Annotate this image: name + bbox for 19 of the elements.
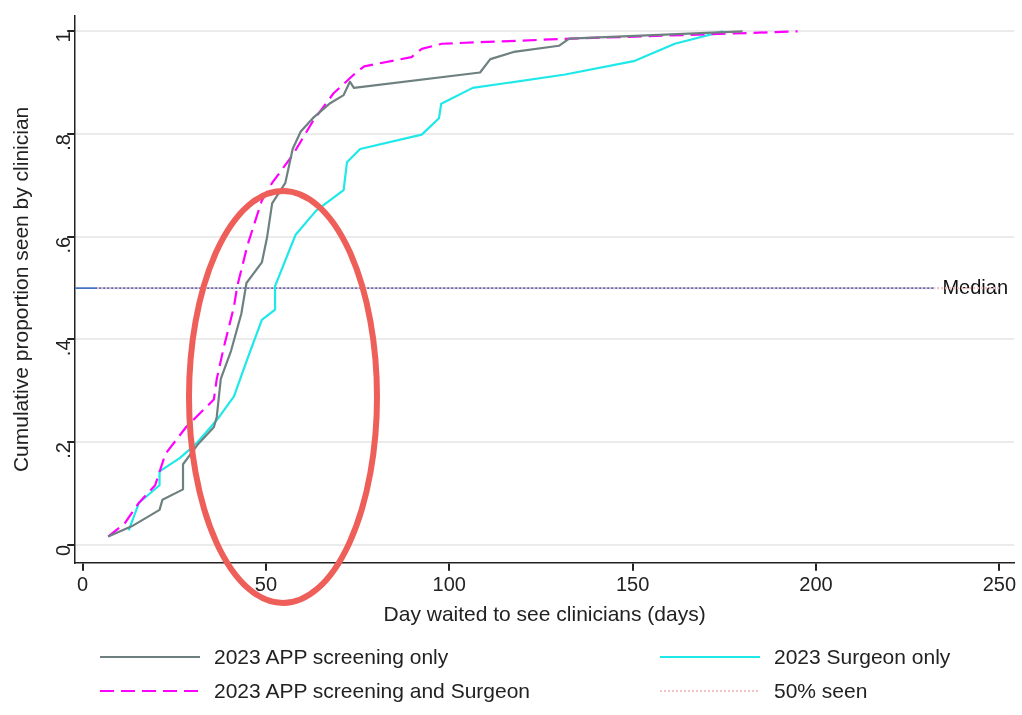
y-tick-label: .2: [51, 442, 74, 459]
y-tick-label: .6: [51, 236, 74, 254]
x-axis-title: Day waited to see clinicians (days): [383, 602, 706, 626]
legend-label: 2023 Surgeon only: [774, 645, 951, 669]
x-tick-label: 50: [254, 573, 278, 596]
y-tick-label: .4: [51, 339, 74, 357]
legend-label: 2023 APP screening and Surgeon: [214, 679, 531, 703]
x-tick-label: 250: [982, 573, 1017, 596]
y-tick-label: 0: [51, 544, 74, 556]
x-tick-label: 0: [76, 573, 89, 596]
ref-line-label: Median: [942, 275, 1009, 298]
x-tick-label: 100: [432, 573, 466, 596]
x-tick-label: 150: [615, 573, 650, 596]
y-tick-label: 1: [51, 31, 74, 43]
legend-label: 50% seen: [774, 679, 868, 703]
legend-label: 2023 APP screening only: [214, 645, 449, 669]
x-tick-label: 200: [799, 573, 833, 596]
y-tick-label: .8: [51, 134, 74, 151]
y-axis-title: Cumulative proportion seen by clinician: [9, 106, 33, 473]
